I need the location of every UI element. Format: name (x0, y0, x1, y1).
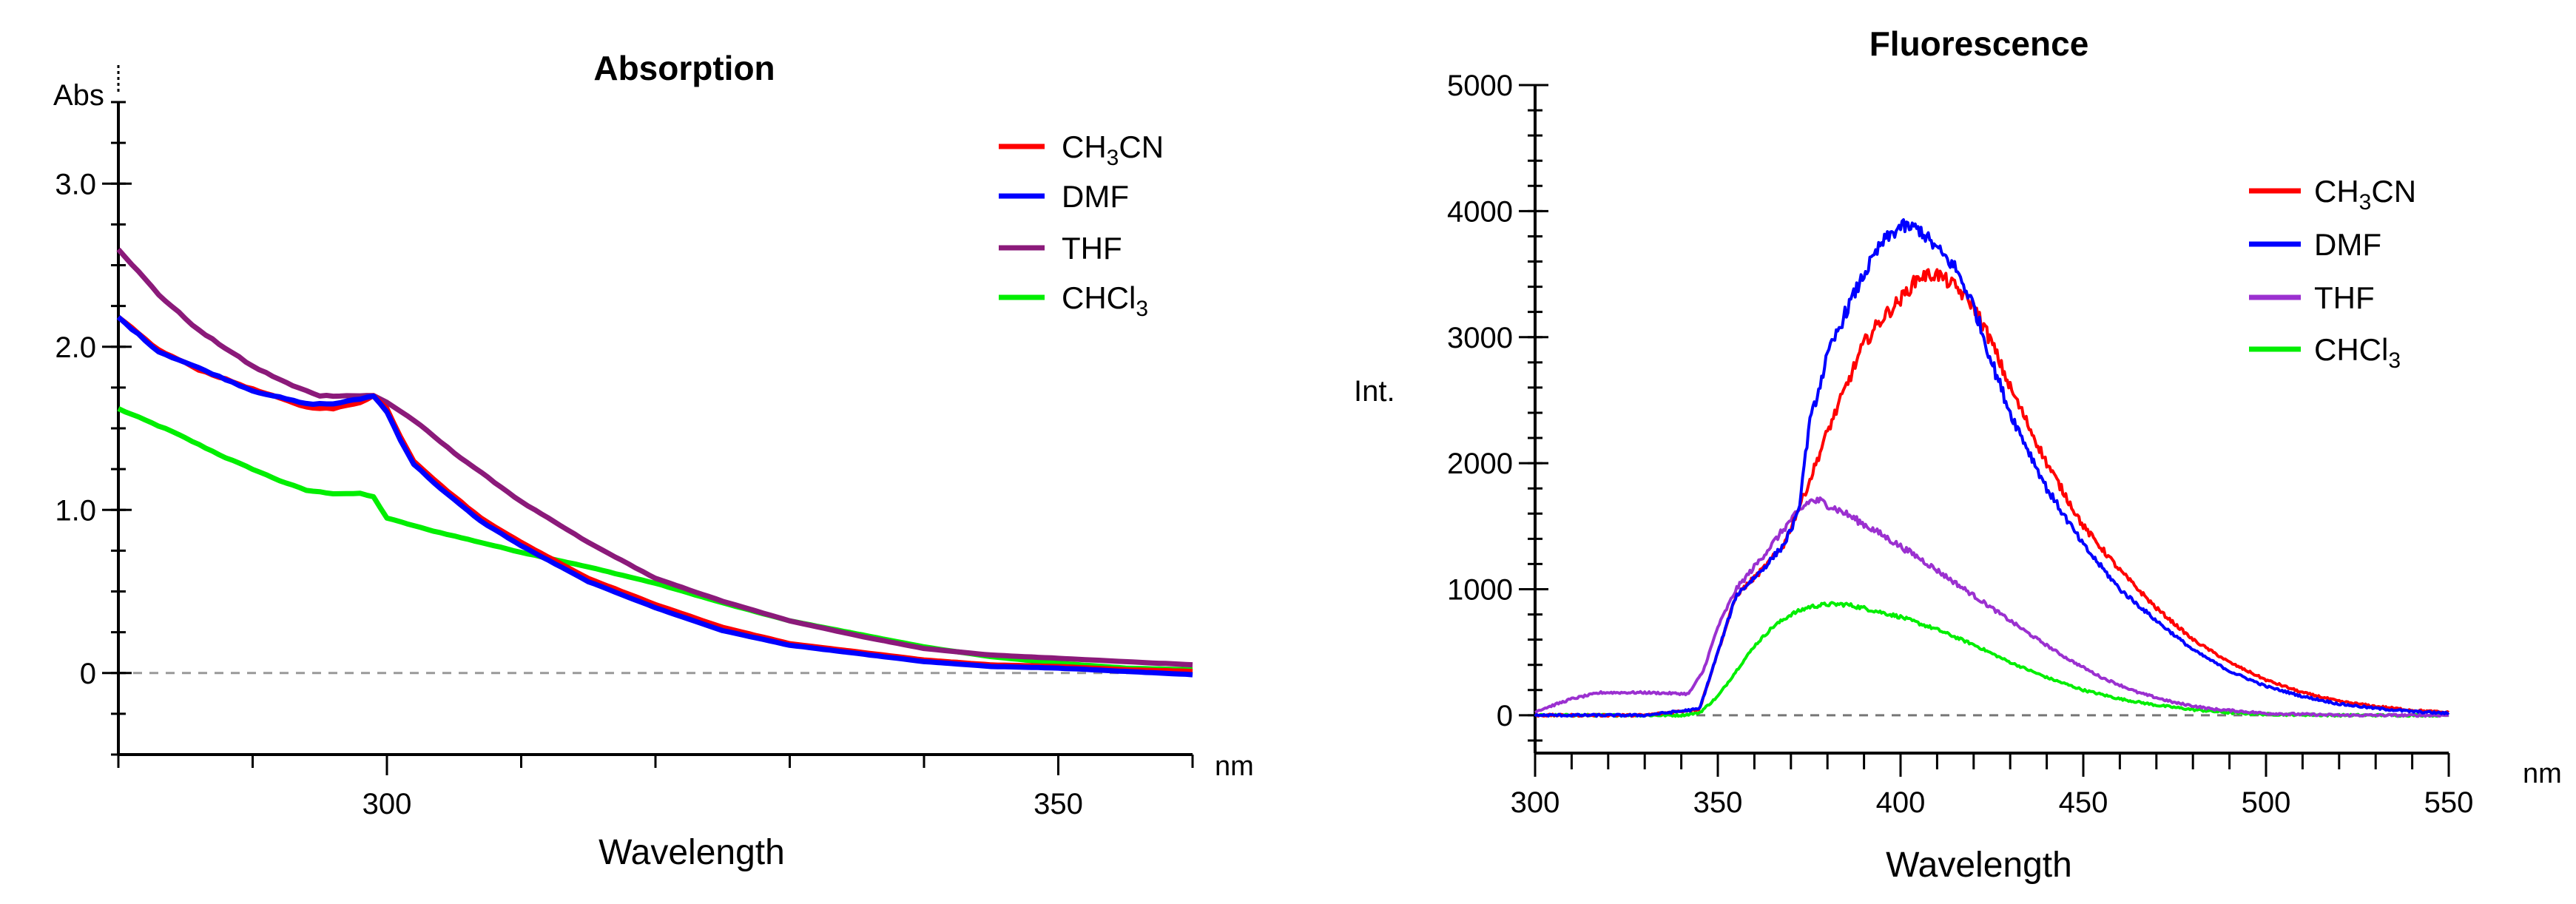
legend-label-suffix: CN (1119, 129, 1164, 164)
x-tick-label: 550 (2424, 786, 2474, 819)
series-line-dmf (116, 314, 1193, 678)
y-tick-label: 0 (1497, 700, 1513, 732)
absorption-legend: CH3CN DMF THF CHCl3 (999, 129, 1164, 321)
y-tick-label: 1000 (1447, 574, 1513, 607)
legend-label: THF (1062, 231, 1122, 266)
x-tick-label: 300 (1511, 786, 1560, 819)
legend-label: CH (1062, 129, 1107, 164)
legend-item-ch3cn: CH3CN (999, 129, 1164, 170)
y-tick-label: 0 (80, 658, 96, 690)
legend-subscript: 3 (1107, 146, 1119, 170)
absorption-x-axis-label: Wavelength (599, 833, 785, 872)
series-line-chcl3 (117, 406, 1193, 672)
y-tick-label: 2.0 (55, 331, 96, 364)
legend-label: DMF (1062, 179, 1129, 214)
legend-item-ch3cn: CH3CN (2249, 174, 2416, 215)
absorption-x-unit: nm (1215, 751, 1254, 782)
x-tick-label: 300 (363, 788, 412, 820)
fluorescence-x-axis-label: Wavelength (1886, 846, 2072, 885)
absorption-title: Absorption (593, 49, 775, 87)
y-tick-label: 4000 (1447, 195, 1513, 228)
x-tick-label: 400 (1876, 786, 1926, 819)
series-line-thf (1534, 496, 2449, 718)
x-tick-label: 450 (2059, 786, 2108, 819)
legend-item-thf: THF (999, 231, 1122, 266)
fluorescence-legend: CH3CN DMF THF CHCl3 (2249, 174, 2416, 373)
legend-subscript: 3 (2359, 190, 2372, 215)
legend-item-thf: THF (2249, 280, 2375, 315)
legend-label: CHCl (1062, 280, 1136, 315)
x-tick-label: 350 (1034, 788, 1083, 820)
legend-item-chcl3: CHCl3 (999, 280, 1148, 321)
legend-label-suffix: CN (2371, 174, 2416, 209)
legend-label: DMF (2314, 227, 2381, 262)
legend-label: CH (2314, 174, 2359, 209)
fluorescence-chart: Fluorescence Int. nm Wavelength 0 1000 200… (1354, 24, 2562, 885)
svg-text:CHCl3: CHCl3 (1062, 280, 1148, 321)
svg-text:CH3CN: CH3CN (1062, 129, 1164, 170)
legend-subscript: 3 (1136, 297, 1148, 321)
y-tick-label: 3.0 (55, 168, 96, 200)
y-tick-label: 2000 (1447, 448, 1513, 480)
fluorescence-x-unit: nm (2523, 758, 2562, 789)
fluorescence-y-axis-label: Int. (1354, 375, 1395, 408)
series-line-ch3cn (116, 314, 1193, 675)
series-line-ch3cn (1534, 268, 2449, 718)
y-tick-label: 1.0 (55, 494, 96, 527)
legend-item-dmf: DMF (999, 179, 1129, 214)
series-line-thf (116, 247, 1193, 668)
absorption-y-axis-label: Abs (53, 79, 104, 112)
y-tick-label: 5000 (1447, 70, 1513, 102)
svg-text:CHCl3: CHCl3 (2314, 332, 2401, 373)
absorption-chart: Absorption Abs nm Wavelength 0 1.0 2.0 3.0 3… (53, 49, 1254, 872)
x-tick-label: 350 (1693, 786, 1743, 819)
series-line-dmf (1534, 218, 2450, 718)
fluorescence-title: Fluorescence (1869, 24, 2089, 63)
svg-text:CH3CN: CH3CN (2314, 174, 2416, 215)
y-tick-label: 3000 (1447, 322, 1513, 354)
legend-item-chcl3: CHCl3 (2249, 332, 2401, 373)
legend-item-dmf: DMF (2249, 227, 2381, 262)
legend-subscript: 3 (2388, 348, 2401, 373)
legend-label: CHCl (2314, 332, 2388, 367)
x-tick-label: 500 (2242, 786, 2291, 819)
legend-label: THF (2314, 280, 2375, 315)
